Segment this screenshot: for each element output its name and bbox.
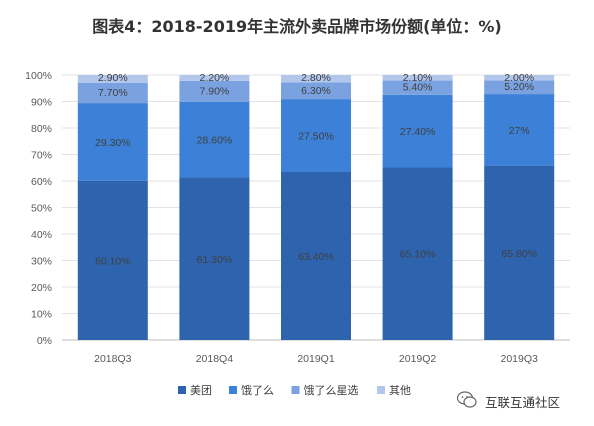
bar-segment <box>484 75 555 81</box>
legend-label: 其他 <box>389 384 411 397</box>
bar-segment <box>484 165 555 340</box>
watermark-text: 互联互通社区 <box>485 395 561 410</box>
data-label: 7.90% <box>200 85 230 97</box>
data-label: 65.10% <box>400 249 436 261</box>
data-label: 63.40% <box>298 251 334 263</box>
data-label: 61.30% <box>197 254 233 266</box>
data-label: 2.10% <box>403 72 433 84</box>
bar-segment <box>382 94 453 168</box>
data-label: 5.20% <box>504 81 534 93</box>
legend-swatch <box>377 386 385 394</box>
data-label: 2.90% <box>98 72 128 84</box>
y-tick-label: 30% <box>31 256 52 268</box>
bar-segment <box>77 180 148 340</box>
data-labels: 60.10%29.30%7.70%2.90%61.30%28.60%7.90%2… <box>95 72 537 267</box>
legend-swatch <box>229 386 237 394</box>
data-label: 27% <box>509 125 530 137</box>
bar-segment <box>179 75 250 81</box>
data-label: 65.80% <box>501 248 537 260</box>
data-label: 6.30% <box>301 85 331 97</box>
y-tick-label: 50% <box>31 203 52 215</box>
axes: 0% 10% 20% 30% 40% 50% 60% 70% 80% 90% 100% 2018Q3 2… <box>25 70 538 365</box>
data-label: 7.70% <box>98 87 128 99</box>
y-tick-label: 40% <box>31 229 52 241</box>
bar-segment <box>382 75 453 81</box>
x-tick-label: 2019Q2 <box>399 353 437 365</box>
data-label: 2.00% <box>504 72 534 84</box>
data-label: 2.80% <box>301 72 331 84</box>
bar-segment <box>77 82 148 104</box>
bar-segment <box>484 94 555 166</box>
bar-segment <box>179 177 250 340</box>
data-label: 5.40% <box>403 82 433 94</box>
y-tick-label: 10% <box>31 309 52 321</box>
legend-swatch <box>178 386 186 394</box>
bar-segment <box>179 101 250 178</box>
x-tick-label: 2018Q3 <box>94 353 132 365</box>
data-label: 27.50% <box>298 131 334 143</box>
bar-segment <box>77 75 148 83</box>
bars <box>77 75 555 340</box>
y-tick-label: 80% <box>31 123 52 135</box>
bar-segment <box>77 103 148 181</box>
bar-segment <box>484 80 555 95</box>
y-tick-label: 20% <box>31 282 52 294</box>
data-label: 2.20% <box>200 72 230 84</box>
data-label: 27.40% <box>400 126 436 138</box>
y-tick-label: 90% <box>31 97 52 109</box>
data-label: 28.60% <box>197 135 233 147</box>
bar-segment <box>281 99 351 172</box>
y-tick-label: 70% <box>31 150 52 162</box>
bar-segment <box>179 80 250 102</box>
x-tick-label: 2019Q3 <box>501 353 539 365</box>
wechat-icon <box>457 391 477 408</box>
legend-swatch <box>291 386 300 394</box>
bar-segment <box>281 82 351 100</box>
chart-title: 图表4：2018-2019年主流外卖品牌市场份额(单位：%) <box>92 17 502 36</box>
legend: 美团 饿了么 饿了么星选 其他 <box>178 383 411 397</box>
data-label: 29.30% <box>95 137 131 149</box>
bar-segment <box>281 171 351 340</box>
bar-segment <box>281 75 351 83</box>
data-label: 60.10% <box>95 255 131 267</box>
bar-segment <box>382 167 453 340</box>
x-tick-label: 2018Q4 <box>196 353 234 365</box>
bar-segment <box>382 80 453 95</box>
legend-label: 饿了么 <box>241 383 274 397</box>
x-tick-label: 2019Q1 <box>297 353 335 365</box>
y-tick-label: 60% <box>31 176 52 188</box>
y-tick-label: 100% <box>25 70 52 82</box>
legend-label: 饿了么星选 <box>304 383 359 397</box>
wechat-watermark: 互联互通社区 <box>457 388 592 414</box>
y-tick-label: 0% <box>37 335 52 347</box>
legend-label: 美团 <box>190 384 212 397</box>
